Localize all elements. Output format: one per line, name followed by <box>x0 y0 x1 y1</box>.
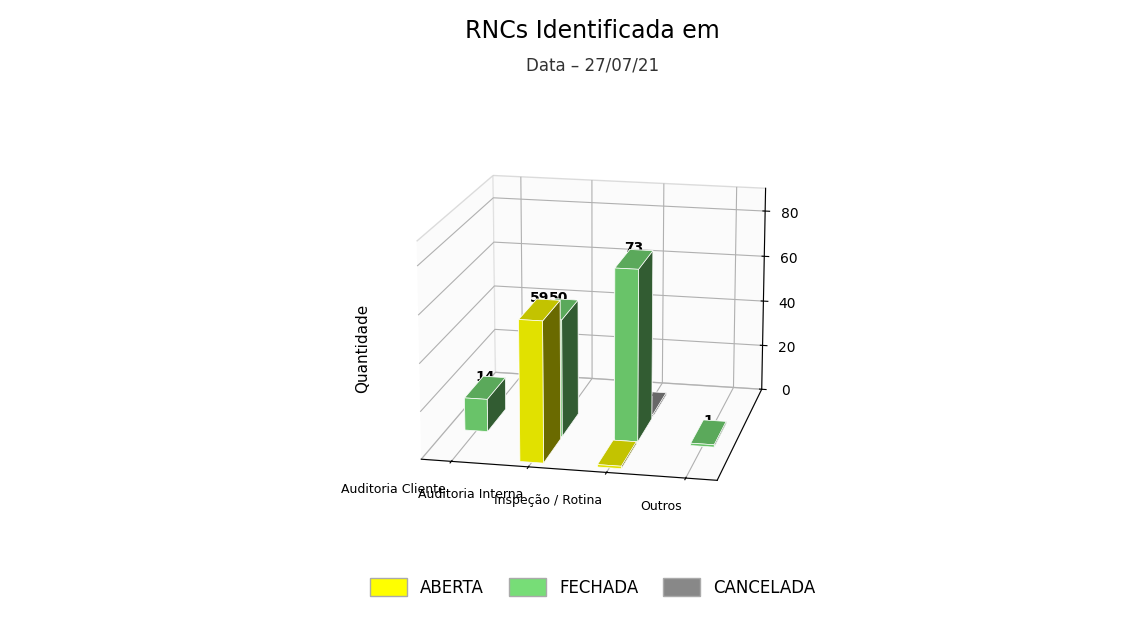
Text: RNCs Identificada em: RNCs Identificada em <box>465 19 720 43</box>
Legend: ABERTA, FECHADA, CANCELADA: ABERTA, FECHADA, CANCELADA <box>361 570 824 605</box>
Text: Quantidade: Quantidade <box>356 304 370 393</box>
Text: Data – 27/07/21: Data – 27/07/21 <box>527 56 659 74</box>
